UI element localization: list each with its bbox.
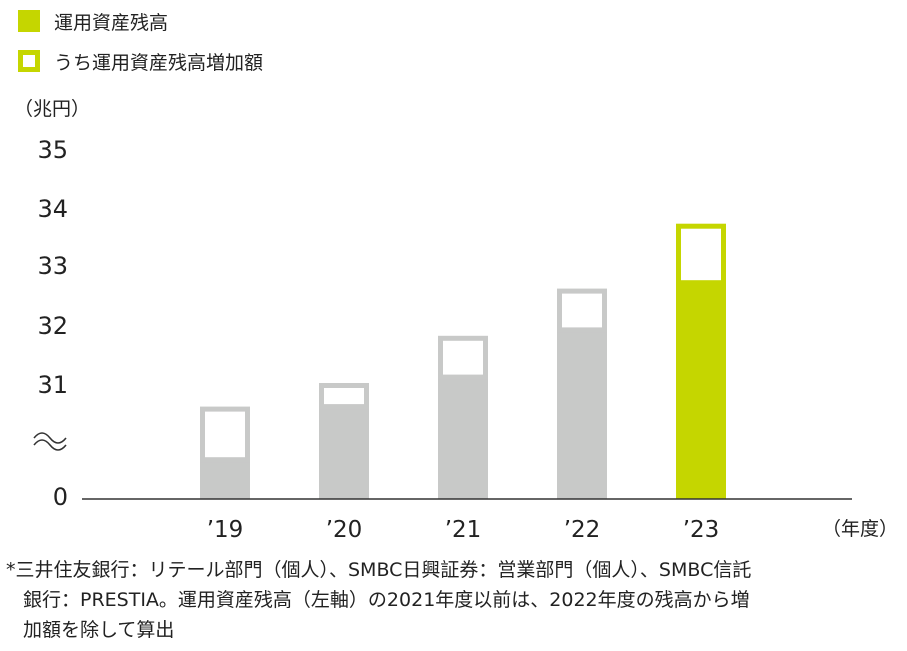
y-axis-unit: （兆円） [14, 98, 91, 120]
legend-swatch-outline [18, 50, 40, 72]
bar-balance [200, 459, 250, 499]
bar-balance [557, 329, 607, 499]
footnote-line: 加額を除して算出 [23, 619, 175, 641]
legend-item-balance: 運用資産残高 [18, 7, 168, 35]
x-tick-label: ’19 [207, 517, 244, 543]
bar-increase [438, 335, 488, 380]
y-tick-label: 35 [37, 136, 68, 164]
bar-balance [438, 377, 488, 499]
footnote-line: 銀行：PRESTIA。運用資産残高（左軸）の2021年度以前は、2022年度の残… [23, 589, 750, 611]
axis-break-symbol [33, 432, 67, 451]
bar-increase [319, 383, 369, 410]
y-tick-label: 0 [53, 483, 68, 511]
legend-label: うち運用資産残高増加額 [54, 51, 264, 74]
y-tick-label: 33 [37, 252, 68, 280]
footnote-line: *三井住友銀行：リテール部門（個人）、SMBC日興証券：営業部門（個人）、SMB… [6, 559, 752, 581]
bar-increase [676, 223, 726, 286]
bar-increase [200, 406, 250, 463]
bar-balance [676, 282, 726, 499]
legend-label: 運用資産残高 [54, 11, 169, 34]
y-tick-label: 32 [37, 312, 68, 340]
footnote: *三井住友銀行：リテール部門（個人）、SMBC日興証券：営業部門（個人）、SMB… [6, 555, 896, 645]
bar-increase [557, 288, 607, 333]
legend-swatch-solid [18, 10, 40, 32]
y-tick-label: 31 [37, 371, 68, 399]
legend-item-increase: うち運用資産残高増加額 [18, 47, 263, 75]
x-axis-unit: （年度） [822, 518, 899, 540]
x-tick-label: ’22 [564, 517, 601, 543]
x-tick-label: ’23 [683, 517, 720, 543]
bar-balance [319, 406, 369, 499]
y-tick-label: 34 [37, 195, 68, 223]
x-tick-label: ’20 [326, 517, 363, 543]
x-tick-label: ’21 [445, 517, 482, 543]
